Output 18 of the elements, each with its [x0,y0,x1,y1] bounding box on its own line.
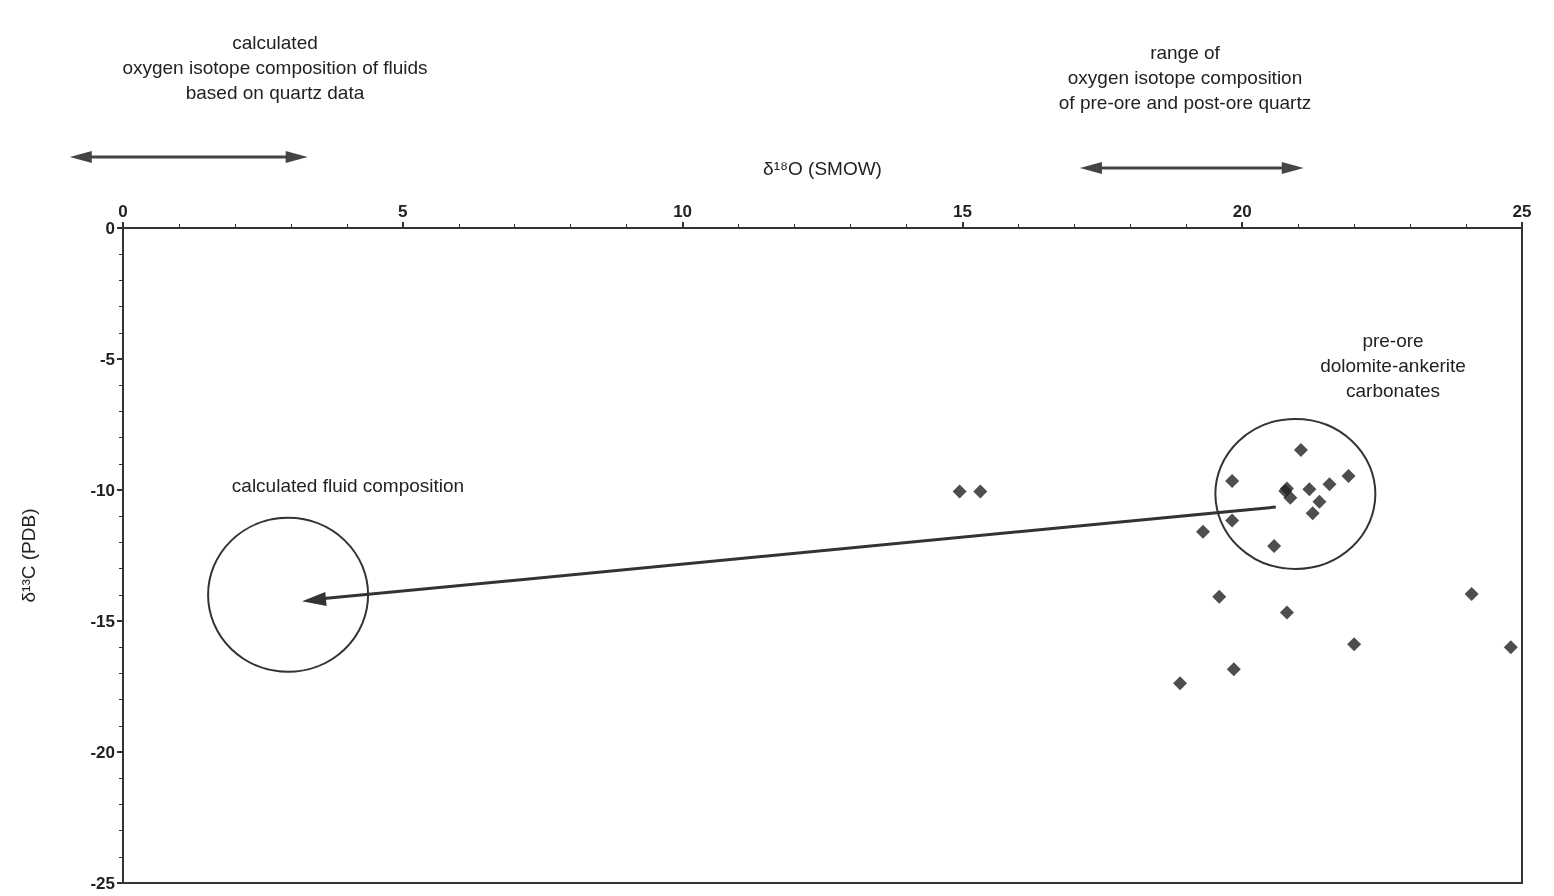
text: range of oxygen isotope composition of pre-ore and post-ore quartz [1058,42,1312,113]
y-tick-label: -5 [99,349,115,369]
y-tick-label: -10 [90,480,115,500]
x-tick-label: 25 [1512,202,1532,221]
x-axis-title: δ¹⁸O (SMOW) [763,158,882,179]
x-tick-label: 15 [952,202,972,221]
x-tick-label: 5 [398,202,408,221]
x-tick-label: 10 [673,202,693,221]
annotation: calculated fluid composition [231,474,465,496]
y-axis-title: δ¹³C (PDB) [18,508,39,603]
y-tick-label: -15 [90,611,115,631]
y-tick-label: -25 [90,873,115,893]
x-tick-label: 0 [118,202,128,221]
y-tick-label: 0 [105,218,115,238]
annotation: pre-ore dolomite-ankerite carbonates [1320,329,1466,401]
y-tick-label: -20 [90,742,115,762]
text: calculated oxygen isotope composition of fluids based on quartz data [122,32,428,103]
x-tick-label: 20 [1232,202,1252,221]
